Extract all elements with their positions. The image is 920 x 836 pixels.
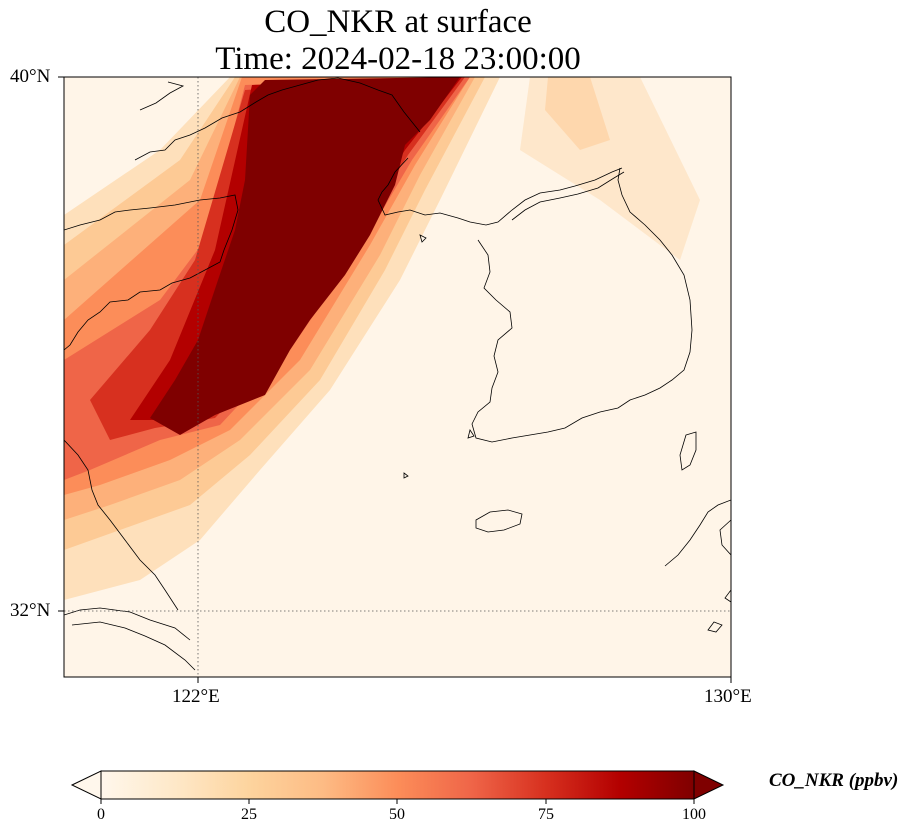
colorbar-tick-label: 25 bbox=[241, 806, 257, 823]
map-subtitle-time: Time: 2024-02-18 23:00:00 bbox=[215, 41, 581, 77]
colorbar-tick-label: 100 bbox=[682, 806, 706, 823]
colorbar-tick-label: 0 bbox=[97, 806, 105, 823]
colorbar-gradient bbox=[101, 771, 694, 799]
colorbar bbox=[70, 770, 725, 804]
lon-tick-label: 122°E bbox=[172, 686, 220, 707]
tick-marks bbox=[58, 76, 732, 683]
lat-tick-label: 40°N bbox=[10, 66, 51, 87]
map-title: CO_NKR at surface bbox=[264, 4, 532, 40]
gridlines bbox=[64, 77, 731, 677]
coastlines bbox=[64, 77, 731, 671]
lon-tick-label: 130°E bbox=[704, 686, 752, 707]
concentration-field bbox=[64, 77, 731, 677]
lat-tick-label: 32°N bbox=[10, 600, 51, 621]
colorbar-max-extend bbox=[693, 770, 725, 800]
colorbar-min-extend bbox=[70, 770, 102, 800]
colorbar-label: CO_NKR (ppbv) bbox=[769, 770, 899, 791]
map-frame bbox=[63, 76, 732, 678]
colorbar-tick-label: 75 bbox=[538, 806, 554, 823]
colorbar-tick-label: 50 bbox=[389, 806, 405, 823]
